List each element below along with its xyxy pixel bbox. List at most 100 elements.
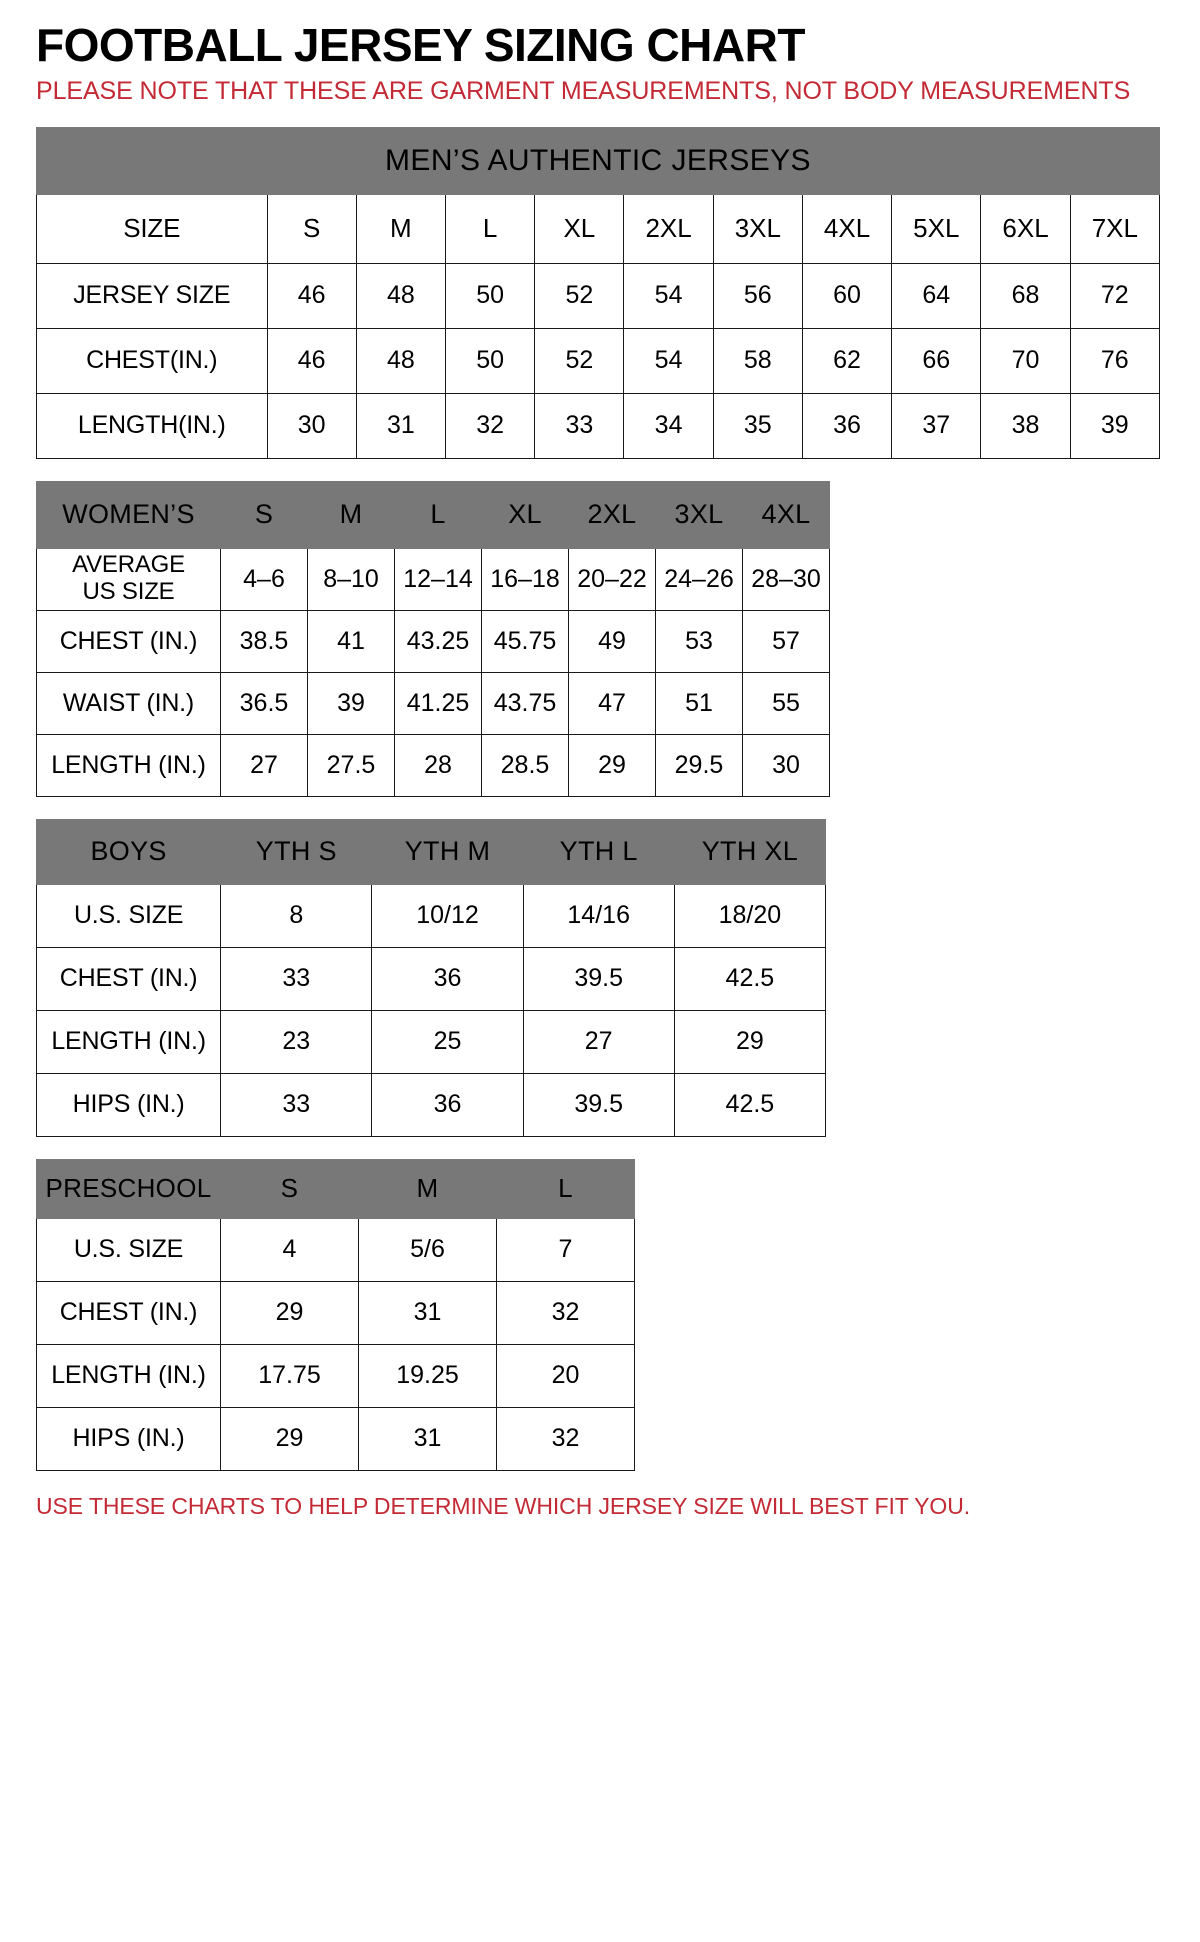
table-row: LENGTH (IN.) 23 25 27 29: [35, 1009, 827, 1074]
row-label: HIPS (IN.): [35, 1072, 222, 1137]
row-label: U.S. SIZE: [36, 1217, 221, 1282]
cell: 39.5: [522, 946, 675, 1011]
mens-column-header-row: SIZE S M L XL 2XL 3XL 4XL 5XL 6XL 7XL: [36, 193, 1161, 264]
preschool-header-row: PRESCHOOL S M L: [36, 1158, 635, 1219]
cell: 4: [220, 1217, 359, 1282]
row-label-line-2: US SIZE: [82, 578, 175, 605]
mens-col-2xl: 2XL: [623, 193, 714, 264]
cell: 28.5: [481, 733, 569, 797]
mens-banner-row: MEN’S AUTHENTIC JERSEYS: [36, 126, 1160, 195]
mens-col-s: S: [266, 193, 357, 264]
cell: 32: [444, 392, 536, 459]
cell: 47: [568, 671, 656, 735]
cell: 64: [891, 262, 982, 329]
table-row: AVERAGE US SIZE 4–6 8–10 12–14 16–18 20–…: [36, 547, 830, 611]
cell: 20–22: [568, 547, 656, 611]
boys-col-yth-m: YTH M: [371, 818, 524, 885]
mens-col-3xl: 3XL: [712, 193, 803, 264]
cell: 18/20: [673, 883, 827, 948]
cell: 70: [980, 327, 1071, 394]
row-label: HIPS (IN.): [36, 1406, 221, 1471]
cell: 36: [801, 392, 893, 459]
row-label: CHEST (IN.): [36, 1280, 221, 1345]
boys-col-yth-s: YTH S: [220, 818, 373, 885]
cell: 54: [623, 262, 714, 329]
womens-sizing-table: WOMEN’S S M L XL 2XL 3XL 4XL AVERAGE US …: [36, 480, 830, 797]
cell: 52: [534, 327, 625, 394]
cell: 36: [371, 1072, 524, 1137]
cell: 42.5: [673, 946, 827, 1011]
table-row: LENGTH (IN.) 17.75 19.25 20: [36, 1343, 635, 1408]
cell: 50: [444, 262, 536, 329]
cell: 51: [655, 671, 743, 735]
womens-col-m: M: [307, 480, 395, 549]
cell: 43.75: [481, 671, 569, 735]
row-label: LENGTH (IN.): [35, 1009, 222, 1074]
cell: 29: [673, 1009, 827, 1074]
cell: 45.75: [481, 609, 569, 673]
table-row: CHEST (IN.) 33 36 39.5 42.5: [35, 946, 827, 1011]
row-label: CHEST (IN.): [35, 946, 222, 1011]
row-label: CHEST (IN.): [36, 609, 221, 673]
cell: 55: [742, 671, 830, 735]
cell: 36: [371, 946, 524, 1011]
preschool-header-label: PRESCHOOL: [36, 1158, 221, 1219]
cell: 8–10: [307, 547, 395, 611]
cell: 27.5: [307, 733, 395, 797]
cell: 32: [496, 1406, 635, 1471]
cell: 20: [496, 1343, 635, 1408]
cell: 36.5: [220, 671, 308, 735]
mens-banner-label: MEN’S AUTHENTIC JERSEYS: [36, 126, 1160, 195]
cell: 43.25: [394, 609, 482, 673]
cell: 29: [220, 1280, 359, 1345]
page-title: FOOTBALL JERSEY SIZING CHART: [36, 19, 805, 71]
cell: 29.5: [655, 733, 743, 797]
cell: 38: [980, 392, 1071, 459]
womens-col-s: S: [220, 480, 308, 549]
cell: 57: [742, 609, 830, 673]
row-label: LENGTH (IN.): [36, 1343, 221, 1408]
cell: 16–18: [481, 547, 569, 611]
cell: 30: [266, 392, 357, 459]
cell: 50: [444, 327, 536, 394]
cell: 48: [355, 327, 447, 394]
cell: 37: [891, 392, 982, 459]
table-row: U.S. SIZE 4 5/6 7: [36, 1217, 635, 1282]
womens-col-3xl: 3XL: [655, 480, 743, 549]
preschool-sizing-table: PRESCHOOL S M L U.S. SIZE 4 5/6 7 CHEST …: [36, 1158, 635, 1471]
cell: 8: [220, 883, 373, 948]
row-label-line-1: AVERAGE: [72, 551, 185, 579]
mens-size-header-label: SIZE: [36, 193, 268, 264]
cell: 29: [568, 733, 656, 797]
cell: 58: [712, 327, 803, 394]
cell: 52: [534, 262, 625, 329]
cell: 33: [220, 1072, 373, 1137]
cell: 19.25: [358, 1343, 497, 1408]
mens-sizing-table: MEN’S AUTHENTIC JERSEYS SIZE S M L XL 2X…: [36, 126, 1161, 459]
cell: 53: [655, 609, 743, 673]
womens-header-row: WOMEN’S S M L XL 2XL 3XL 4XL: [36, 480, 830, 549]
cell: 24–26: [655, 547, 743, 611]
cell: 46: [266, 327, 357, 394]
cell: 7: [496, 1217, 635, 1282]
cell: 31: [358, 1280, 497, 1345]
cell: 39.5: [522, 1072, 675, 1137]
womens-col-2xl: 2XL: [568, 480, 656, 549]
preschool-col-m: M: [358, 1158, 497, 1219]
cell: 28: [394, 733, 482, 797]
cell: 46: [266, 262, 357, 329]
mens-col-xl: XL: [534, 193, 625, 264]
table-row: HIPS (IN.) 29 31 32: [36, 1406, 635, 1471]
row-label: AVERAGE US SIZE: [36, 547, 221, 611]
cell: 30: [742, 733, 830, 797]
cell: 68: [980, 262, 1071, 329]
cell: 10/12: [371, 883, 524, 948]
cell: 5/6: [358, 1217, 497, 1282]
cell: 76: [1069, 327, 1161, 394]
table-row: CHEST(IN.) 46 48 50 52 54 58 62 66 70 76: [36, 327, 1161, 394]
cell: 72: [1069, 262, 1161, 329]
garment-measurement-note: PLEASE NOTE THAT THESE ARE GARMENT MEASU…: [36, 77, 1131, 105]
table-row: JERSEY SIZE 46 48 50 52 54 56 60 64 68 7…: [36, 262, 1161, 329]
womens-col-4xl: 4XL: [742, 480, 830, 549]
